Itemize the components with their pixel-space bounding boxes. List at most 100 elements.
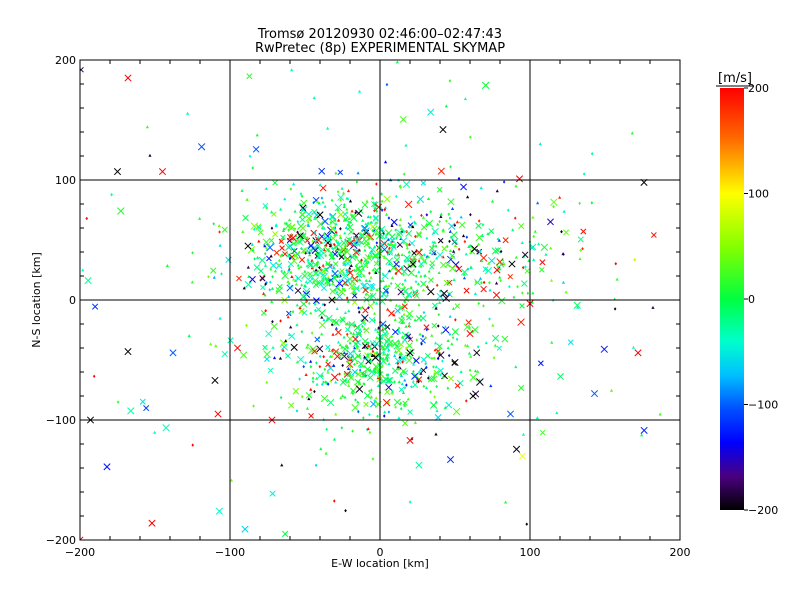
data-point-diamond xyxy=(330,246,334,250)
data-point-diamond xyxy=(302,364,305,369)
data-point-diamond xyxy=(422,384,426,388)
data-point-x xyxy=(363,401,369,408)
data-point-triangle xyxy=(81,268,85,272)
data-point-triangle xyxy=(497,238,501,242)
data-point-diamond xyxy=(339,227,342,231)
data-point-triangle xyxy=(367,343,371,347)
data-point-triangle xyxy=(367,241,371,245)
data-point-triangle xyxy=(370,353,374,357)
data-point-triangle xyxy=(334,380,338,384)
data-point-triangle xyxy=(293,209,297,213)
data-point-x xyxy=(366,374,374,382)
data-point-x xyxy=(423,324,430,331)
data-point-x xyxy=(340,239,347,247)
data-point-x xyxy=(473,349,481,357)
data-point-diamond xyxy=(373,399,376,403)
data-point-diamond xyxy=(416,289,419,293)
data-point-x xyxy=(398,316,405,324)
data-point-diamond xyxy=(401,282,405,287)
data-point-x xyxy=(369,223,377,231)
data-point-triangle xyxy=(433,348,437,352)
data-point-triangle xyxy=(488,288,492,292)
data-point-triangle xyxy=(399,226,403,230)
data-point-x xyxy=(454,303,461,309)
data-point-diamond xyxy=(307,301,311,306)
data-point-x xyxy=(384,324,391,330)
data-point-x xyxy=(346,240,354,248)
data-point-triangle xyxy=(338,235,343,239)
data-point-triangle xyxy=(336,240,340,244)
data-point-triangle xyxy=(320,373,324,377)
data-point-triangle xyxy=(341,394,345,398)
data-point-x xyxy=(363,391,372,400)
data-point-x xyxy=(269,490,276,497)
data-point-x xyxy=(298,256,306,263)
data-point-triangle xyxy=(262,291,266,295)
data-point-x xyxy=(386,376,394,384)
data-point-triangle xyxy=(217,223,221,227)
data-point-triangle xyxy=(319,447,323,451)
data-point-triangle xyxy=(411,225,415,229)
data-point-x xyxy=(324,246,332,254)
data-point-diamond xyxy=(348,341,352,345)
data-point-diamond xyxy=(415,338,419,342)
data-point-diamond xyxy=(414,280,418,284)
data-point-triangle xyxy=(324,451,328,455)
data-point-x xyxy=(281,530,289,538)
data-point-x xyxy=(325,361,331,368)
data-point-diamond xyxy=(445,244,449,249)
data-point-x xyxy=(524,268,531,274)
data-point-x xyxy=(331,270,339,278)
data-point-diamond xyxy=(436,324,440,328)
data-point-x xyxy=(316,345,324,353)
data-point-diamond xyxy=(499,278,502,283)
data-point-triangle xyxy=(490,199,495,203)
data-point-x xyxy=(318,321,327,329)
data-point-diamond xyxy=(346,322,349,326)
data-point-diamond xyxy=(408,500,412,504)
data-point-triangle xyxy=(397,380,401,384)
data-point-diamond xyxy=(353,362,356,367)
data-point-triangle xyxy=(306,222,310,226)
data-point-x xyxy=(389,237,396,243)
data-point-triangle xyxy=(405,242,409,246)
data-point-triangle xyxy=(269,210,274,214)
colorbar-tick-label: 200 xyxy=(748,82,769,95)
data-point-x xyxy=(411,289,418,296)
data-point-diamond xyxy=(474,280,478,284)
data-point-diamond xyxy=(512,295,516,300)
data-point-diamond xyxy=(457,247,461,251)
data-point-triangle xyxy=(341,191,346,195)
data-point-x xyxy=(518,384,525,392)
data-point-triangle xyxy=(402,312,406,316)
data-point-diamond xyxy=(363,382,366,386)
data-point-diamond xyxy=(354,211,358,215)
data-point-diamond xyxy=(368,430,372,435)
data-point-x xyxy=(259,275,266,282)
data-point-diamond xyxy=(336,190,340,194)
data-point-diamond xyxy=(432,365,435,369)
data-point-x xyxy=(339,268,345,274)
data-point-diamond xyxy=(377,326,380,330)
data-point-x xyxy=(399,237,408,245)
data-point-diamond xyxy=(265,206,268,210)
data-point-x xyxy=(506,410,515,418)
data-point-diamond xyxy=(311,376,315,380)
data-point-diamond xyxy=(263,251,267,256)
data-point-diamond xyxy=(368,271,371,275)
data-point-triangle xyxy=(451,306,456,310)
data-point-x xyxy=(394,307,401,314)
data-point-triangle xyxy=(240,188,244,192)
data-point-triangle xyxy=(299,265,303,269)
data-point-x xyxy=(437,237,444,244)
data-point-x xyxy=(298,307,305,315)
data-point-triangle xyxy=(426,255,431,259)
data-point-diamond xyxy=(521,291,524,295)
data-point-triangle xyxy=(575,305,580,309)
data-point-x xyxy=(461,268,468,276)
data-point-x xyxy=(341,377,348,384)
data-point-x xyxy=(557,373,564,380)
data-point-triangle xyxy=(382,350,386,354)
data-point-triangle xyxy=(263,293,267,297)
data-point-triangle xyxy=(531,291,535,295)
